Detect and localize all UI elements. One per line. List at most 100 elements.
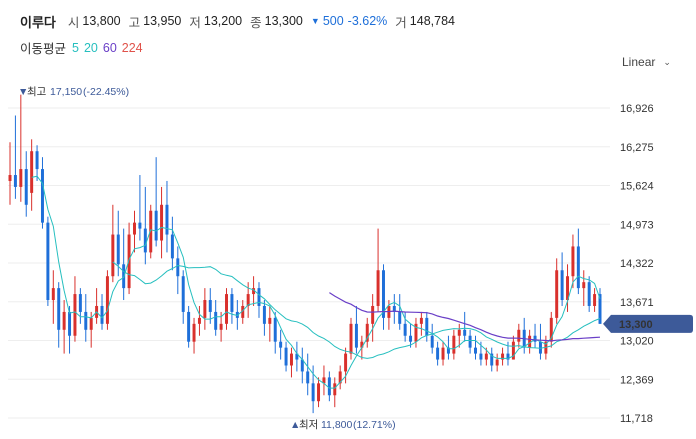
candle-body bbox=[68, 311, 72, 336]
ma-legend-title: 이동평균 bbox=[20, 42, 67, 56]
min-pct: (12.71%) bbox=[353, 419, 396, 431]
candle-body bbox=[138, 222, 142, 229]
moving-average-legend: 이동평균 5 20 60 224 bbox=[20, 38, 148, 57]
candle-body bbox=[560, 270, 564, 301]
ma224-label[interactable]: 224 bbox=[121, 40, 143, 55]
candle-body bbox=[165, 204, 169, 235]
candle-body bbox=[100, 305, 104, 324]
candle-body bbox=[425, 317, 429, 336]
ma20-line bbox=[112, 261, 601, 359]
candle-body bbox=[344, 353, 348, 372]
candle-body bbox=[187, 311, 191, 342]
candle-body bbox=[582, 282, 586, 289]
candle-body bbox=[528, 335, 532, 348]
candle-body bbox=[208, 300, 212, 312]
candle-body bbox=[317, 383, 321, 402]
y-tick-label: 14,322 bbox=[620, 258, 654, 270]
candle-body bbox=[360, 341, 364, 348]
min-value: 11,800 bbox=[321, 419, 352, 431]
change-percent: -3.62% bbox=[347, 14, 388, 28]
candle-body bbox=[225, 294, 229, 324]
change-value: 500 bbox=[322, 14, 344, 28]
candle-body bbox=[430, 335, 434, 348]
candle-body bbox=[13, 175, 17, 187]
price-header: 이루다 시 13,800 고 13,950 저 13,200 종 13,300 … bbox=[20, 8, 463, 34]
candle-body bbox=[398, 311, 402, 324]
candle-body bbox=[327, 377, 331, 396]
candle-body bbox=[457, 329, 461, 336]
candle-body bbox=[176, 258, 180, 277]
candle-body bbox=[149, 210, 153, 253]
y-axis: 16,926 16,275 15,624 14,973 14,322 13,671 13,0… bbox=[620, 103, 654, 425]
chevron-down-icon: ⌄ bbox=[663, 56, 671, 67]
candle-body bbox=[111, 234, 115, 277]
candle-body bbox=[116, 234, 120, 265]
ma5-label[interactable]: 5 bbox=[72, 40, 79, 55]
candle-body bbox=[549, 317, 553, 342]
close-label: 종 bbox=[250, 15, 262, 30]
annotations: ▼ 최고 17,150 (-22.45%) ▲ 최저 11,800 (12.71… bbox=[18, 86, 396, 431]
high-label: 고 bbox=[128, 15, 141, 30]
volume-label: 거 bbox=[395, 15, 407, 30]
candle-body bbox=[474, 347, 477, 354]
y-tick-label: 13,020 bbox=[620, 336, 654, 348]
candle-body bbox=[365, 323, 369, 342]
y-tick-label: 11,718 bbox=[620, 413, 653, 425]
candle-body bbox=[371, 305, 375, 324]
candle-body bbox=[587, 282, 591, 306]
candle-body bbox=[295, 353, 299, 360]
down-arrow-icon: ▼ bbox=[310, 16, 320, 26]
candle-body bbox=[284, 347, 288, 366]
candle-body bbox=[376, 270, 380, 306]
candle-body bbox=[490, 353, 494, 366]
candle-body bbox=[452, 335, 456, 354]
candle-body bbox=[322, 377, 326, 384]
candle-body bbox=[392, 305, 396, 312]
candle-body bbox=[133, 222, 136, 235]
candle-body bbox=[506, 353, 510, 360]
candle-body bbox=[78, 294, 82, 312]
candle-body bbox=[479, 353, 483, 360]
candle-body bbox=[181, 276, 185, 312]
candle-body bbox=[30, 151, 34, 193]
ma60-label[interactable]: 60 bbox=[102, 40, 117, 55]
max-label: 최고 bbox=[27, 86, 47, 98]
low-label: 저 bbox=[189, 15, 201, 30]
high-value: 13,950 bbox=[143, 14, 182, 28]
candle-body bbox=[354, 323, 358, 348]
candle-body bbox=[214, 311, 218, 330]
candle-body bbox=[381, 270, 385, 318]
candle-body bbox=[495, 359, 499, 366]
min-marker-icon: ▲ bbox=[290, 419, 300, 431]
candle-body bbox=[203, 300, 207, 318]
candle-body bbox=[246, 294, 250, 306]
candle-body bbox=[533, 335, 537, 342]
candle-body bbox=[89, 317, 93, 330]
candle-body bbox=[566, 276, 570, 301]
candle-body bbox=[268, 317, 272, 324]
ma20-label[interactable]: 20 bbox=[83, 40, 98, 55]
candle-body bbox=[446, 347, 450, 354]
candle-body bbox=[84, 311, 88, 330]
candle-body bbox=[105, 276, 109, 324]
candle-body bbox=[538, 341, 542, 354]
candle-body bbox=[273, 317, 277, 342]
y-tick-label: 16,275 bbox=[620, 142, 654, 154]
candle-body bbox=[154, 210, 158, 241]
candle-body bbox=[338, 371, 342, 384]
min-label: 최저 bbox=[299, 419, 318, 431]
candle-body bbox=[241, 305, 245, 318]
candle-body bbox=[127, 234, 131, 289]
candle-body bbox=[40, 169, 44, 223]
y-tick-label: 12,369 bbox=[620, 374, 654, 386]
candle-body bbox=[143, 228, 147, 253]
candle-body bbox=[468, 335, 472, 348]
candle-body bbox=[19, 169, 23, 187]
candle-body bbox=[571, 246, 575, 277]
current-price-tag: 13,300 bbox=[603, 314, 693, 333]
scale-select-button[interactable]: Linear ⌄ bbox=[622, 55, 671, 69]
candle-body bbox=[463, 329, 467, 336]
candle-body bbox=[230, 294, 234, 312]
candle-body bbox=[409, 335, 413, 342]
